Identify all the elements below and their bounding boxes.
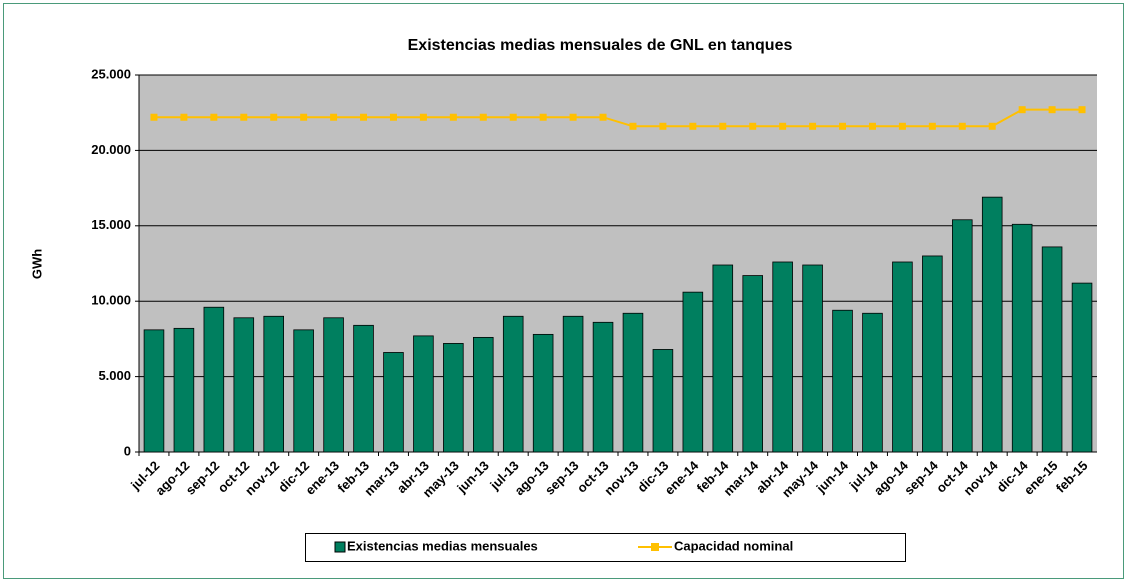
bar (353, 324, 374, 453)
legend-swatch (651, 543, 659, 551)
legend-swatch (334, 541, 346, 553)
line-marker (1048, 106, 1056, 114)
line-marker (839, 122, 847, 130)
y-tick-label: 0 (124, 443, 131, 458)
bar (892, 261, 913, 453)
bar (981, 196, 1003, 453)
bar (772, 261, 793, 453)
line-marker (749, 122, 757, 130)
line-marker (988, 122, 996, 130)
line-marker (240, 113, 248, 121)
line-marker (330, 113, 338, 121)
bar (922, 255, 943, 453)
bar (1011, 223, 1033, 453)
bar (862, 312, 883, 453)
legend-box (305, 533, 906, 562)
bar (1071, 282, 1093, 453)
bar (143, 329, 165, 453)
line-marker (1018, 106, 1026, 114)
bar (712, 264, 734, 453)
line-marker (868, 122, 876, 130)
y-tick-label: 10.000 (91, 293, 131, 308)
legend-label: Capacidad nominal (674, 538, 793, 553)
bar (473, 336, 494, 453)
line-marker (898, 122, 906, 130)
bar (682, 291, 704, 453)
line-marker (210, 113, 218, 121)
bar (293, 329, 314, 453)
bar (323, 317, 344, 453)
line-marker (779, 122, 787, 130)
bar (1041, 246, 1063, 453)
bar (832, 309, 853, 453)
bar (203, 306, 225, 453)
line-marker (180, 113, 188, 121)
bar (652, 349, 674, 453)
y-axis-label: GWh (29, 249, 44, 279)
line-marker (150, 113, 158, 121)
line-marker (360, 113, 368, 121)
bar (383, 352, 404, 453)
bar (742, 275, 763, 453)
bar (413, 335, 434, 453)
line-marker (449, 113, 457, 121)
bar (443, 343, 464, 453)
bar (952, 219, 973, 453)
chart-title: Existencias medias mensuales de GNL en t… (408, 37, 793, 54)
line-marker (509, 113, 517, 121)
bar (562, 315, 584, 453)
line-marker (958, 122, 966, 130)
y-tick-label: 5.000 (98, 368, 131, 383)
y-tick-label: 20.000 (91, 142, 131, 157)
line-marker (389, 113, 397, 121)
line-marker (569, 113, 577, 121)
bar (502, 315, 524, 453)
line-marker (539, 113, 547, 121)
line-marker (809, 122, 817, 130)
legend-label: Existencias medias mensuales (347, 538, 538, 553)
line-marker (719, 122, 727, 130)
line-marker (419, 113, 427, 121)
line-marker (300, 113, 308, 121)
line-marker (659, 122, 667, 130)
bar (173, 327, 195, 453)
line (153, 108, 1083, 128)
line-marker (928, 122, 936, 130)
line-marker (479, 113, 487, 121)
y-tick-label: 15.000 (91, 217, 131, 232)
bar (592, 321, 614, 453)
line-marker (629, 122, 637, 130)
bar (622, 312, 644, 453)
y-tick-label: 25.000 (91, 66, 131, 81)
bar (263, 315, 284, 453)
bar (233, 317, 255, 453)
bar (532, 333, 554, 453)
line-marker (270, 113, 278, 121)
bar (802, 264, 823, 453)
line-marker (599, 113, 607, 121)
line-marker (1078, 106, 1086, 114)
line-marker (689, 122, 697, 130)
